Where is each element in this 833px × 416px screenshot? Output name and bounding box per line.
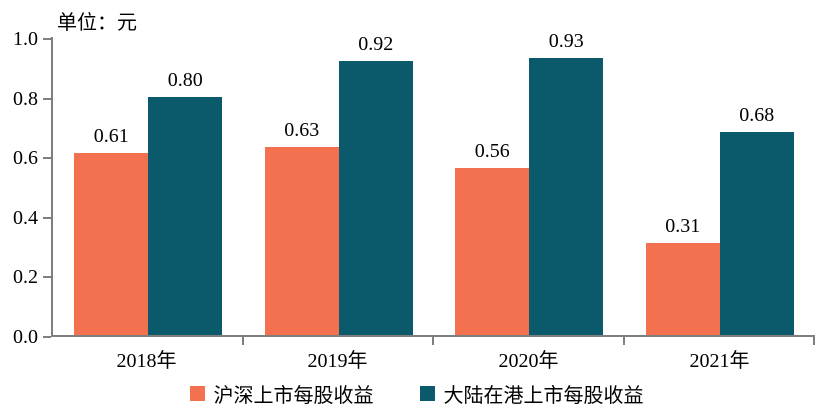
y-tick-label: 0.8 xyxy=(13,87,38,110)
y-axis: 0.0 0.2 0.4 0.6 0.8 1.0 xyxy=(0,28,51,348)
bar-group: 0.61 0.80 xyxy=(53,37,244,335)
x-axis-label: 2019年 xyxy=(307,350,368,372)
bar-value-label: 0.92 xyxy=(358,32,394,55)
x-axis-labels: 2018年 2019年 2020年 2021年 xyxy=(51,344,815,373)
legend-label: 沪深上市每股收益 xyxy=(213,385,374,407)
bar-value-label: 0.63 xyxy=(284,119,320,142)
legend-item: 沪深上市每股收益 xyxy=(189,379,374,408)
legend-swatch xyxy=(419,386,435,401)
y-tick-label: 0.4 xyxy=(13,206,38,229)
y-tick-label: 1.0 xyxy=(13,28,38,50)
bar-value-label: 0.31 xyxy=(665,214,701,237)
plot-area: 0.61 0.80 0.63 0.92 0.56 0.93 0.31 0.68 xyxy=(51,30,816,345)
y-tick-label: 0.6 xyxy=(13,147,38,170)
x-tick-mark xyxy=(432,337,434,345)
x-axis-label: 2020年 xyxy=(498,350,559,372)
x-tick-mark xyxy=(241,337,244,345)
y-tick-mark xyxy=(43,216,51,219)
bar: 0.68 xyxy=(719,104,794,335)
y-tick-mark xyxy=(43,157,51,160)
bar-value-label: 0.80 xyxy=(167,68,203,91)
bar: 0.63 xyxy=(264,119,339,335)
bar: 0.93 xyxy=(529,30,604,335)
bar-groups: 0.61 0.80 0.63 0.92 0.56 0.93 0.31 0.68 xyxy=(53,30,816,335)
bar-group: 0.56 0.93 xyxy=(434,30,625,335)
bar-value-label: 0.61 xyxy=(93,125,129,148)
x-axis-label: 2021年 xyxy=(689,350,750,372)
legend: 沪深上市每股收益 大陆在港上市每股收益 xyxy=(0,379,833,408)
x-tick-mark xyxy=(813,337,815,345)
bar-group: 0.63 0.92 xyxy=(244,33,435,335)
bar: 0.31 xyxy=(645,215,720,335)
y-tick-mark xyxy=(43,276,51,279)
bar-value-label: 0.56 xyxy=(474,140,510,163)
y-tick-mark xyxy=(43,97,51,100)
bar-value-label: 0.68 xyxy=(739,104,775,127)
x-tick-mark xyxy=(622,337,625,345)
bar: 0.61 xyxy=(74,125,149,335)
unit-label: 单位：元 xyxy=(57,12,137,34)
bar: 0.56 xyxy=(455,140,530,335)
y-tick-label: 0.0 xyxy=(13,326,38,348)
bar: 0.80 xyxy=(148,69,223,335)
y-tick-mark xyxy=(43,336,51,338)
bar-value-label: 0.93 xyxy=(548,29,584,52)
y-tick-mark xyxy=(43,38,51,40)
y-tick-label: 0.2 xyxy=(13,266,38,289)
bar-group: 0.31 0.68 xyxy=(625,37,816,335)
x-axis-label: 2018年 xyxy=(116,350,177,372)
legend-item: 大陆在港上市每股收益 xyxy=(419,379,644,408)
legend-label: 大陆在港上市每股收益 xyxy=(443,385,644,407)
bar: 0.92 xyxy=(338,33,413,335)
legend-swatch xyxy=(189,386,205,401)
